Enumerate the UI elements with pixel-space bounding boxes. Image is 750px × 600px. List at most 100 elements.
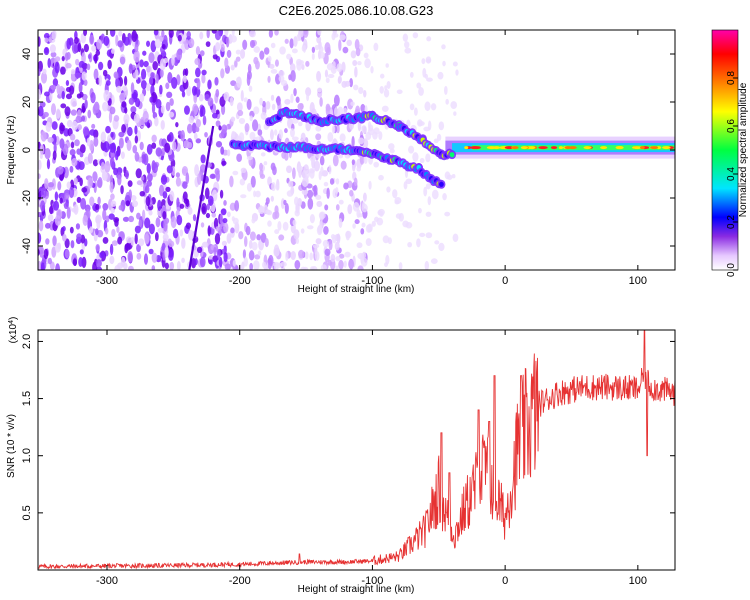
heatmap-cell [68,186,75,199]
heatmap-cell [444,211,451,217]
snr-plot-area [38,330,675,570]
heatmap-cell [154,38,162,49]
heatmap-cell [263,47,270,55]
heatmap-cell [211,212,217,218]
heatmap-cell [433,138,439,144]
heatmap-cell [51,133,57,145]
heatmap-cell [229,96,234,107]
heatmap-cell [148,77,154,85]
heatmap-cell [285,251,289,262]
heatmap-cell [319,51,325,59]
heatmap-cell [292,219,297,226]
heatmap-cell [274,229,280,235]
heatmap-cell [662,146,671,150]
heatmap-cell [176,197,180,208]
heatmap-cell [302,266,309,270]
heatmap-cell [160,148,166,157]
heatmap-cell [195,118,201,128]
heatmap-cell [197,173,202,186]
heatmap-cell [354,66,358,78]
heatmap-cell [146,40,151,47]
heatmap-cell [288,180,294,188]
heatmap-cell [280,79,288,86]
heatmap-cell [246,73,251,86]
heatmap-cell [252,119,259,132]
heatmap-cell [270,68,278,74]
heatmap-cell [215,170,220,182]
heatmap-cell [134,225,141,234]
heatmap-cell [289,38,294,49]
heatmap-cell [45,121,52,133]
heatmap-cell [193,132,198,140]
heatmap-cell [103,141,110,153]
heatmap-cell [221,240,228,246]
heatmap-cell [412,152,419,162]
heatmap-cell [284,38,289,44]
heatmap-cell [96,39,103,50]
heatmap-cell [40,262,45,270]
heatmap-cell [244,235,248,248]
heatmap-cell [271,103,276,111]
heatmap-cell [216,248,221,260]
heatmap-cell [442,60,446,67]
heatmap-cell [284,98,291,105]
heatmap-cell [162,211,167,220]
heatmap-cell [270,195,274,202]
heatmap-cell [284,152,289,161]
heatmap-cell [119,92,126,104]
heatmap-cell [220,44,225,52]
heatmap-cell [520,146,528,150]
heatmap-cell [418,207,422,214]
heatmap-cell [199,164,207,173]
heatmap-cell [249,262,254,270]
heatmap-cell [131,200,139,208]
heatmap-cell [89,196,95,207]
heatmap-cell [360,228,365,235]
heatmap-cell [97,196,101,205]
heatmap-cell [236,102,243,112]
heatmap-cell [368,180,372,190]
heatmap-cell [278,70,285,77]
heatmap-cell [215,89,220,98]
heatmap-cell [327,73,335,79]
heatmap-cell [244,123,250,133]
heatmap-cell [102,171,108,181]
heatmap-cell [50,103,56,116]
heatmap-cell [259,162,263,172]
heatmap-cell [311,46,316,53]
heatmap-cell [81,71,87,81]
colorbar-tick-label: 0.2 [726,215,737,229]
heatmap-cell [301,169,307,179]
heatmap-cell [105,80,111,86]
heatmap-cell [171,54,175,66]
heatmap-cell [358,213,363,218]
heatmap-cell [114,218,119,227]
heatmap-cell [43,32,50,40]
heatmap-cell [139,93,145,103]
heatmap-cell [44,37,49,43]
heatmap-cell [236,76,242,83]
heatmap-cell [124,106,128,114]
heatmap-cell [164,142,171,154]
heatmap-cell [141,209,146,221]
heatmap-cell [181,257,185,264]
heatmap-cell [405,222,413,229]
heatmap-cell [528,146,536,150]
heatmap-cell [166,91,173,99]
heatmap-cell [234,60,238,68]
heatmap-cell [242,249,247,259]
y-tick-label: -20 [21,190,33,206]
heatmap-cell [409,71,414,78]
heatmap-cell [139,141,144,151]
spectrogram-y-label: Frequency (Hz) [6,116,17,185]
heatmap-streak [188,125,215,270]
heatmap-cell [314,245,318,255]
heatmap-cell [330,254,336,263]
heatmap-cell [196,77,201,90]
heatmap-cell [194,258,198,266]
heatmap-cell [127,250,133,263]
heatmap-cell [316,200,323,208]
heatmap-cell [349,189,354,197]
heatmap-cell [328,164,332,175]
heatmap-cell [144,185,150,194]
